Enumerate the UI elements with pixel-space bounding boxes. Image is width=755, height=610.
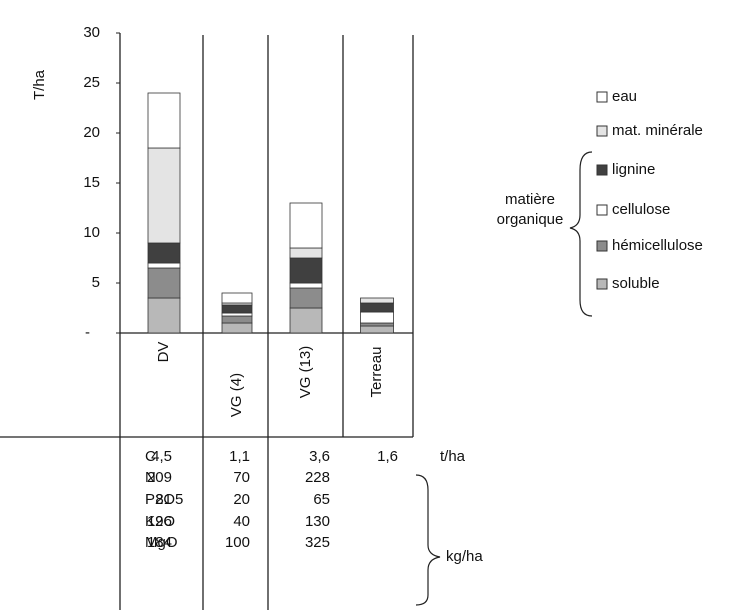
legend-swatch bbox=[596, 164, 608, 176]
cell: 70 bbox=[233, 469, 250, 486]
legend-label: soluble bbox=[612, 275, 660, 292]
legend-swatch bbox=[596, 91, 608, 103]
y-tick-label: 15 bbox=[83, 174, 100, 191]
cell: 130 bbox=[305, 513, 330, 530]
bar-segment bbox=[221, 292, 253, 304]
y-tick-label: 30 bbox=[83, 24, 100, 41]
row-label: K2O bbox=[145, 513, 175, 530]
bar-segment bbox=[289, 287, 323, 309]
x-tick-label: VG (13) bbox=[297, 346, 314, 399]
bar-segment bbox=[147, 262, 181, 269]
cell: 20 bbox=[233, 491, 250, 508]
bar-segment bbox=[147, 267, 181, 299]
cell: 100 bbox=[225, 534, 250, 551]
unit: t/ha bbox=[440, 448, 466, 465]
legend-label: mat. minérale bbox=[612, 122, 703, 139]
bar-segment bbox=[221, 304, 253, 314]
bar-segment bbox=[289, 247, 323, 259]
y-tick-label: 10 bbox=[83, 224, 100, 241]
y-tick-label: 5 bbox=[92, 274, 100, 291]
legend-label: lignine bbox=[612, 161, 655, 178]
bar-segment bbox=[289, 202, 323, 249]
cell: 40 bbox=[233, 513, 250, 530]
bar-segment bbox=[360, 325, 394, 334]
brace bbox=[569, 151, 593, 317]
cell: 1,1 bbox=[229, 448, 250, 465]
x-tick-label: Terreau bbox=[368, 347, 385, 398]
y-tick-label: 25 bbox=[83, 74, 100, 91]
cell: 196 bbox=[147, 513, 172, 530]
brace bbox=[415, 474, 441, 606]
cell: 209 bbox=[147, 469, 172, 486]
legend-swatch bbox=[596, 125, 608, 137]
y-axis-label: T/ha bbox=[31, 69, 48, 100]
cell: 184 bbox=[147, 534, 172, 551]
cell: 325 bbox=[305, 534, 330, 551]
bar-segment bbox=[147, 92, 181, 149]
legend-swatch bbox=[596, 204, 608, 216]
y-tick-label: 20 bbox=[83, 124, 100, 141]
legend-swatch bbox=[596, 278, 608, 290]
group-label: matière bbox=[505, 191, 555, 208]
y-tick-label: - bbox=[85, 324, 90, 341]
bar-segment bbox=[221, 322, 253, 334]
bar-segment bbox=[360, 302, 394, 313]
bar-segment bbox=[147, 297, 181, 334]
cell: 4,5 bbox=[151, 448, 172, 465]
legend-label: hémicellulose bbox=[612, 237, 703, 254]
legend-swatch bbox=[596, 240, 608, 252]
cell: 65 bbox=[313, 491, 330, 508]
legend-label: cellulose bbox=[612, 201, 670, 218]
bar-segment bbox=[360, 322, 394, 327]
cell: 1,6 bbox=[377, 448, 398, 465]
cell: 3,6 bbox=[309, 448, 330, 465]
cell: 228 bbox=[305, 469, 330, 486]
cell: 81 bbox=[155, 491, 172, 508]
bar-segment bbox=[289, 282, 323, 289]
bar-segment bbox=[360, 297, 394, 304]
bar-segment bbox=[147, 242, 181, 264]
unit: kg/ha bbox=[446, 548, 483, 565]
bar-segment bbox=[147, 147, 181, 244]
legend-label: eau bbox=[612, 88, 637, 105]
row-label: MgO bbox=[145, 534, 178, 551]
row-label: N bbox=[145, 469, 156, 486]
x-tick-label: VG (4) bbox=[228, 373, 245, 417]
group-label: organique bbox=[497, 211, 564, 228]
bar-segment bbox=[221, 312, 253, 317]
bar-segment bbox=[360, 311, 394, 324]
row-label: C bbox=[145, 448, 156, 465]
row-label: P2O5 bbox=[145, 491, 183, 508]
x-tick-label: DV bbox=[155, 342, 172, 363]
bar-segment bbox=[289, 307, 323, 334]
bar-segment bbox=[289, 257, 323, 284]
bar-segment bbox=[221, 315, 253, 324]
